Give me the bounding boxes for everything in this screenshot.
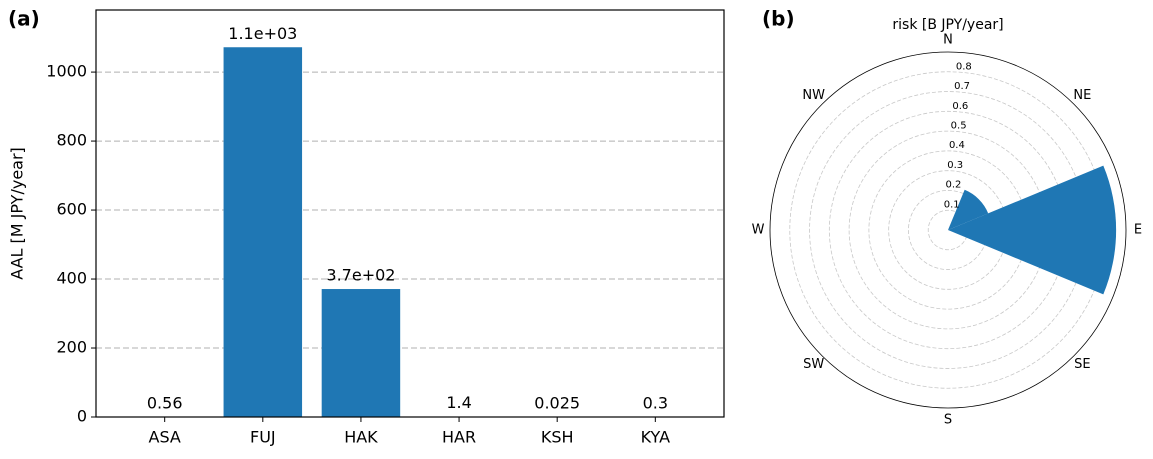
bar xyxy=(223,47,303,417)
chart-title: risk [B JPY/year] xyxy=(892,17,1003,33)
x-tick-label: HAR xyxy=(442,428,476,447)
r-tick-label: 0.5 xyxy=(951,120,967,131)
x-tick-label: KSH xyxy=(541,428,574,447)
r-tick-label: 0.1 xyxy=(944,199,960,210)
y-tick-label: 0 xyxy=(77,407,87,426)
value-label: 1.4 xyxy=(446,393,471,412)
direction-label: W xyxy=(752,223,765,238)
y-tick-label: 1000 xyxy=(46,62,87,81)
y-tick-label: 800 xyxy=(56,131,87,150)
direction-label: NW xyxy=(802,88,825,103)
direction-label: SE xyxy=(1074,357,1090,372)
value-label: 1.1e+03 xyxy=(228,24,297,43)
y-tick-label: 400 xyxy=(56,269,87,288)
direction-label: E xyxy=(1134,223,1142,238)
x-tick-label: HAK xyxy=(344,428,378,447)
r-tick-label: 0.4 xyxy=(949,140,965,151)
value-label: 3.7e+02 xyxy=(326,266,395,285)
bar xyxy=(321,289,401,417)
r-tick-label: 0.8 xyxy=(956,61,972,72)
panel-label: (a) xyxy=(8,7,40,31)
direction-label: SW xyxy=(803,357,824,372)
y-tick-label: 600 xyxy=(56,200,87,219)
plot-frame xyxy=(95,9,725,418)
polar-frame xyxy=(769,51,1127,409)
direction-label: N xyxy=(943,33,953,48)
x-tick-label: FUJ xyxy=(250,428,276,447)
r-tick-label: 0.2 xyxy=(945,180,961,191)
wedge xyxy=(948,189,989,230)
value-label: 0.025 xyxy=(534,393,580,412)
value-label: 0.3 xyxy=(643,393,668,412)
r-tick-label: 0.6 xyxy=(952,101,968,112)
x-tick-label: ASA xyxy=(149,428,181,447)
value-label: 0.56 xyxy=(147,393,183,412)
wedge xyxy=(948,165,1117,295)
y-axis-label: AAL [M JPY/year] xyxy=(8,147,27,280)
r-tick-label: 0.3 xyxy=(947,160,963,171)
x-tick-label: KYA xyxy=(641,428,670,447)
y-tick-label: 200 xyxy=(56,338,87,357)
direction-label: S xyxy=(944,413,952,428)
panel-label: (b) xyxy=(762,7,795,31)
r-tick-label: 0.7 xyxy=(954,81,970,92)
direction-label: NE xyxy=(1073,88,1091,103)
